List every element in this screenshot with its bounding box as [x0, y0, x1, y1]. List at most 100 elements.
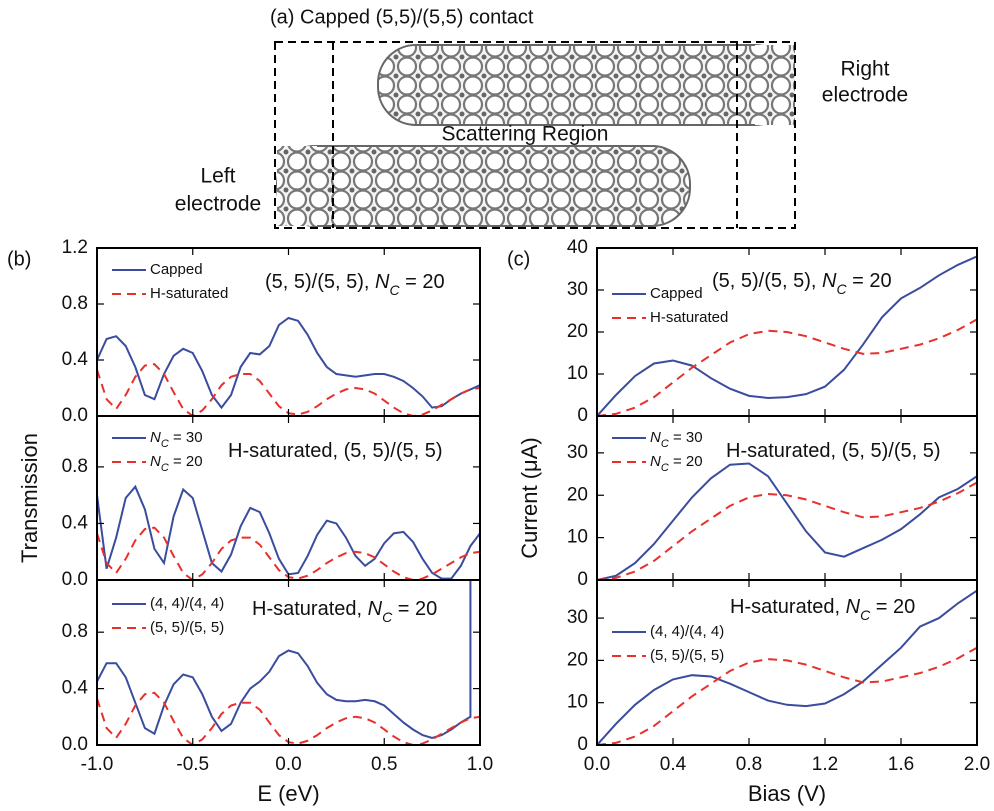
upper-tube	[378, 45, 793, 125]
x-tick-label: 1.2	[812, 754, 838, 775]
text-part: C	[161, 438, 169, 450]
series-line	[97, 693, 480, 745]
x-tick-label: 0.8	[736, 754, 762, 775]
text-part: C	[661, 462, 669, 474]
text-part: (5, 5)/(5, 5),	[712, 270, 822, 292]
x-tick-label: 2.0	[964, 754, 990, 775]
y-tick-label: 30	[567, 279, 588, 300]
text-part: H-saturated	[150, 285, 228, 302]
x-tick-label: 0.4	[660, 754, 687, 775]
y-tick-label: 0.0	[62, 405, 88, 426]
text-part: N	[150, 453, 161, 470]
y-tick-label: 30	[567, 442, 588, 463]
text-part: = 20	[392, 598, 437, 620]
y-tick-label: 0.8	[62, 456, 88, 477]
y-tick-label: 0	[577, 405, 588, 426]
legend-label: (4, 4)/(4, 4)	[150, 595, 224, 612]
y-tick-label: 10	[567, 363, 588, 384]
legend-label: (5, 5)/(5, 5)	[150, 619, 224, 636]
text-part: C	[161, 462, 169, 474]
lower-tube-end	[277, 146, 317, 226]
text-part: N	[150, 429, 161, 446]
y-tick-label: 0.4	[62, 512, 89, 533]
text-part: N	[822, 270, 837, 292]
text-part: N	[846, 596, 861, 618]
x-tick-label: -0.5	[176, 754, 209, 775]
text-part: N	[650, 429, 661, 446]
left-label: Left	[200, 165, 235, 188]
x-axis-label: E (eV)	[257, 781, 319, 806]
annotation: (5, 5)/(5, 5), NC = 20	[265, 271, 445, 297]
y-tick-label: 0.0	[62, 734, 88, 755]
legend-label: NC = 30	[150, 429, 203, 450]
text-part: N	[368, 598, 383, 620]
y-tick-label: 20	[567, 484, 588, 505]
text-part: Capped	[650, 285, 703, 302]
text-part: (4, 4)/(4, 4)	[150, 595, 224, 612]
y-tick-label: 0.4	[62, 678, 89, 699]
diagram: (a) Capped (5,5)/(5,5) contact Right ele…	[175, 6, 908, 228]
text-part: H-saturated	[650, 309, 728, 326]
x-tick-label: 1.6	[888, 754, 914, 775]
panel-label: (c)	[507, 248, 530, 270]
text-part: H-saturated, (5, 5)/(5, 5)	[726, 440, 941, 462]
y-tick-label: 30	[567, 607, 588, 628]
series-line	[597, 463, 977, 580]
series-line	[97, 528, 480, 580]
series-line	[597, 483, 977, 580]
text-part: N	[650, 453, 661, 470]
y-tick-label: 20	[567, 321, 588, 342]
x-tick-label: 0.0	[584, 754, 610, 775]
annotation: H-saturated, NC = 20	[252, 598, 437, 624]
right-label: electrode	[822, 84, 908, 107]
series-line	[97, 318, 480, 408]
y-tick-label: 0.8	[62, 293, 88, 314]
legend-label: (4, 4)/(4, 4)	[650, 623, 724, 640]
x-axis-label: Bias (V)	[748, 781, 826, 806]
text-part: (5, 5)/(5, 5)	[650, 647, 724, 664]
right-label: Right	[840, 58, 889, 81]
lower-tube	[277, 146, 690, 226]
y-tick-label: 40	[567, 237, 588, 258]
diagram-title: (a) Capped (5,5)/(5,5) contact	[270, 6, 534, 28]
text-part: N	[375, 271, 390, 293]
y-tick-label: 10	[567, 527, 588, 548]
x-tick-label: 0.0	[275, 754, 301, 775]
x-tick-label: 0.5	[371, 754, 397, 775]
text-part: = 20	[400, 271, 445, 293]
text-part: (5, 5)/(5, 5),	[265, 271, 375, 293]
text-part: = 30	[669, 429, 703, 446]
text-part: C	[661, 438, 669, 450]
text-part: (4, 4)/(4, 4)	[650, 623, 724, 640]
panel-label: (b)	[7, 248, 31, 270]
text-part: H-saturated,	[730, 596, 846, 618]
text-part: (5, 5)/(5, 5)	[150, 619, 224, 636]
page: {"diagram": {"title": "(a) Capped (5,5)/…	[0, 0, 994, 811]
annotation: (5, 5)/(5, 5), NC = 20	[712, 270, 892, 296]
legend-label: H-saturated	[150, 285, 228, 302]
text-part: H-saturated,	[252, 598, 368, 620]
y-axis-label: Current (μA)	[517, 437, 542, 558]
y-axis-label: Transmission	[17, 433, 42, 563]
x-tick-label: -1.0	[81, 754, 114, 775]
left-label: electrode	[175, 193, 261, 216]
text-part: = 20	[847, 270, 892, 292]
legend-label: NC = 20	[650, 453, 703, 474]
legend-label: (5, 5)/(5, 5)	[650, 647, 724, 664]
y-tick-label: 0.8	[62, 621, 88, 642]
legend-label: NC = 20	[150, 453, 203, 474]
text-part: = 20	[870, 596, 915, 618]
text-part: = 30	[169, 429, 203, 446]
figure: (a) Capped (5,5)/(5,5) contact Right ele…	[0, 0, 994, 811]
legend-label: Capped	[650, 285, 703, 302]
y-tick-label: 0	[577, 569, 588, 590]
y-tick-label: 0.4	[62, 349, 89, 370]
text-part: = 20	[669, 453, 703, 470]
y-tick-label: 0	[577, 734, 588, 755]
upper-tube-end	[755, 45, 795, 125]
annotation: H-saturated, NC = 20	[730, 596, 915, 622]
annotation: H-saturated, (5, 5)/(5, 5)	[228, 440, 443, 462]
center-label: Scattering Region	[442, 123, 609, 146]
text-part: Capped	[150, 261, 203, 278]
series-line	[597, 319, 977, 416]
